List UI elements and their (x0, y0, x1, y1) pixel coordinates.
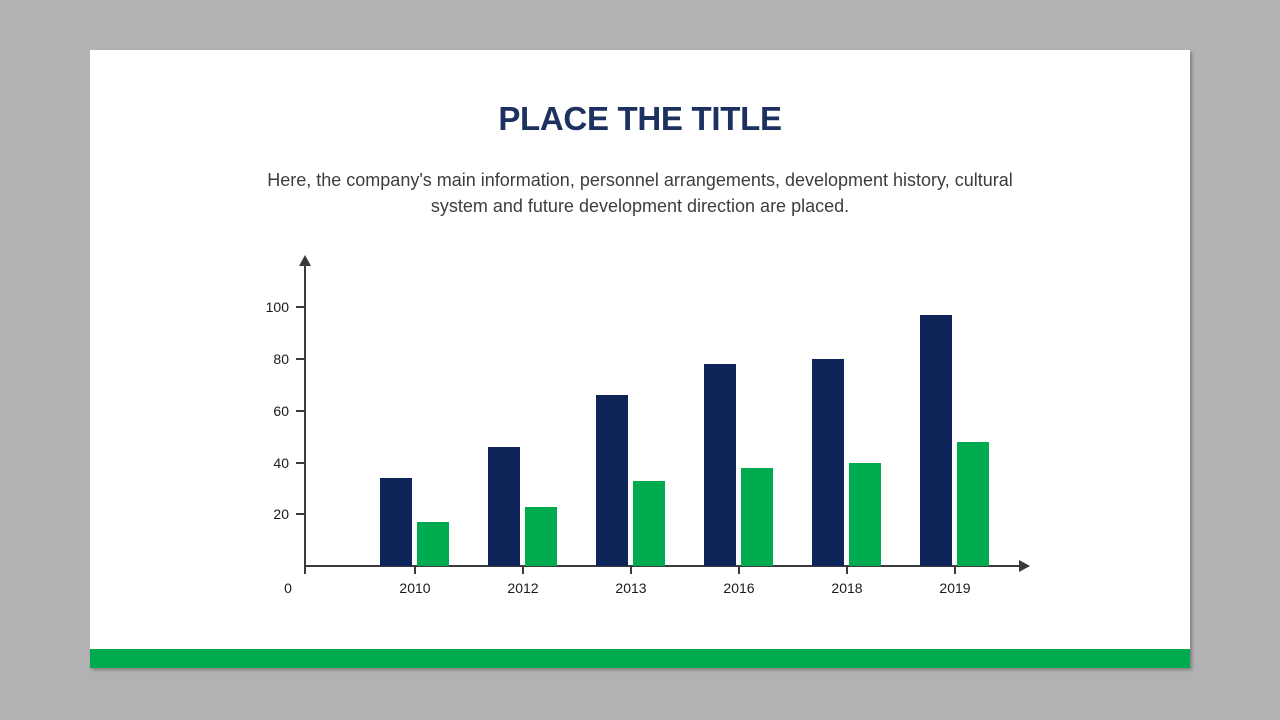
y-axis-tick (296, 461, 304, 464)
bar-chart: 0 20 40 60 80 100 2010 2012 2013 2016 2018 2019 (266, 255, 1030, 596)
y-axis-tick (296, 358, 304, 361)
bar-series-2-green (957, 441, 989, 566)
bar-series-2-green (525, 506, 557, 566)
x-axis-tick (414, 566, 416, 574)
bar-series-1-navy (488, 447, 520, 566)
y-axis-tick-label: 40 (273, 454, 289, 471)
y-axis-arrow-icon (299, 255, 311, 266)
bottom-accent-bar (90, 649, 1190, 668)
bar-series-1-navy (704, 364, 736, 566)
slide-subtitle: Here, the company's main information, pe… (90, 167, 1190, 219)
y-axis-tick (296, 306, 304, 309)
bar-series-2-green (741, 467, 773, 566)
y-axis-tick (296, 513, 304, 516)
bar-series-2-green (849, 462, 881, 566)
x-axis-arrow-icon (1019, 560, 1030, 572)
y-axis-tick-label: 60 (273, 402, 289, 419)
x-axis-tick-label: 2013 (615, 580, 647, 596)
x-axis-tick-label: 2010 (399, 580, 431, 596)
x-axis-line (304, 565, 1019, 567)
y-axis-tick-label: 100 (265, 299, 289, 316)
slide-subtitle-line-2: system and future development direction … (430, 196, 850, 216)
bar-series-2-green (417, 522, 449, 566)
x-axis-tick (846, 566, 848, 574)
slide-subtitle-line-1: Here, the company's main information, pe… (267, 170, 1013, 190)
x-axis-tick (954, 566, 956, 574)
x-axis-tick (738, 566, 740, 574)
presentation-slide: PLACE THE TITLE Here, the company's main… (90, 50, 1190, 668)
y-axis-tick-label: 20 (273, 506, 289, 523)
origin-label: 0 (284, 580, 292, 596)
bar-series-2-green (633, 480, 665, 566)
bar-series-1-navy (920, 315, 952, 566)
x-axis-tick (630, 566, 632, 574)
x-axis-tick (522, 566, 524, 574)
bar-series-1-navy (380, 478, 412, 566)
x-axis-tick-label: 2018 (831, 580, 863, 596)
bar-series-1-navy (596, 395, 628, 566)
x-axis-tick-label: 2019 (939, 580, 971, 596)
bar-series-1-navy (812, 359, 844, 566)
y-axis-line (304, 266, 306, 574)
y-axis-tick (296, 409, 304, 412)
x-axis-tick-label: 2016 (723, 580, 755, 596)
y-axis-tick-label: 80 (273, 351, 289, 368)
slide-title: PLACE THE TITLE (498, 100, 782, 137)
x-axis-tick-label: 2012 (507, 580, 539, 596)
